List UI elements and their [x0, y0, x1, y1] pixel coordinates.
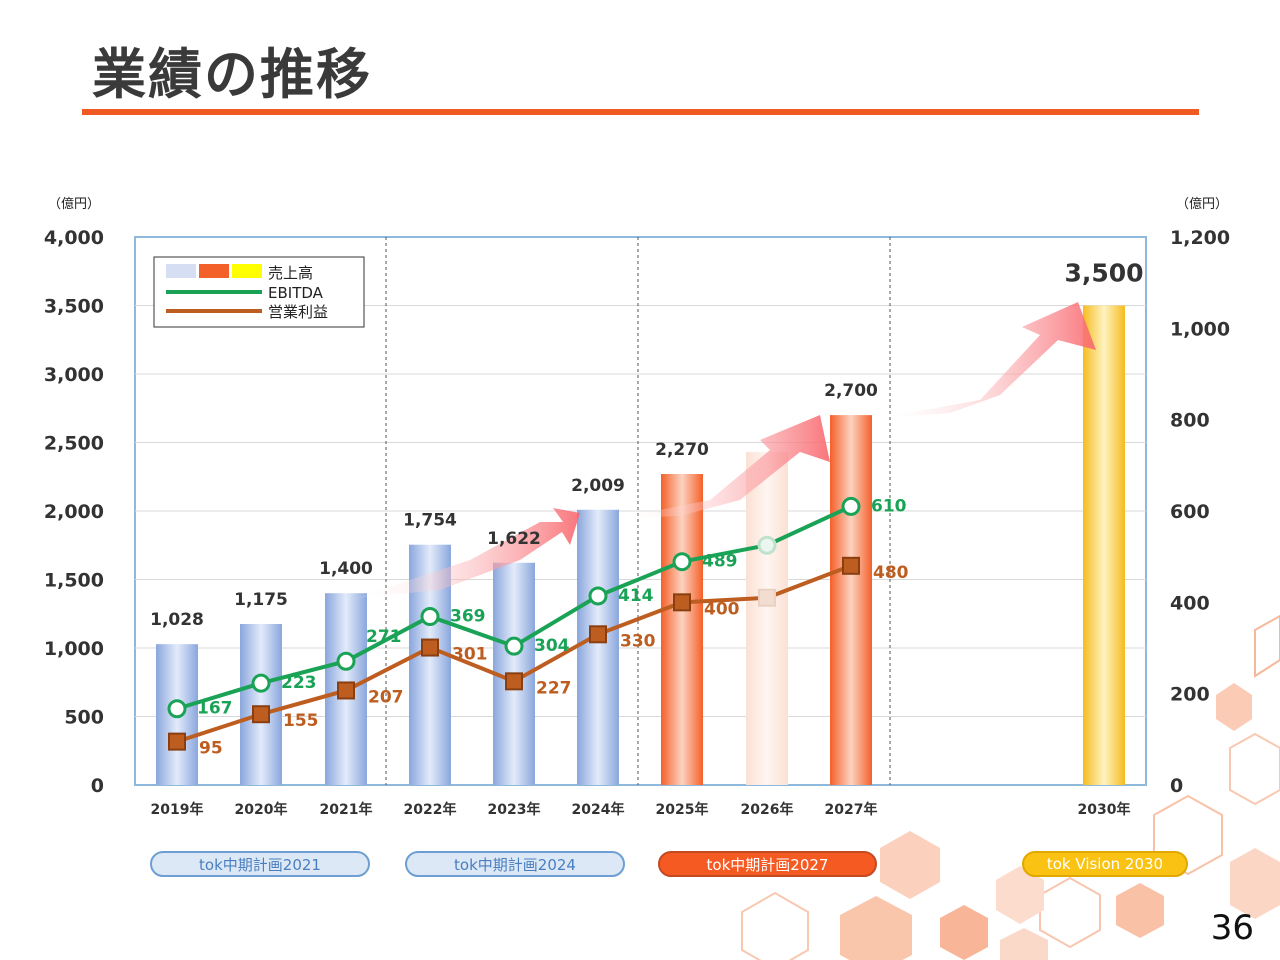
ebitda-value-label: 167	[197, 699, 233, 719]
left-axis-tick-label: 3,000	[44, 364, 104, 386]
operating-income-value-label: 330	[620, 631, 656, 651]
sales-bar	[746, 452, 788, 785]
legend-operating-income-label: 営業利益	[268, 303, 328, 321]
operating-income-marker	[505, 672, 523, 691]
ebitda-marker	[757, 535, 777, 555]
x-axis-category-label: 2021年	[320, 801, 373, 818]
plan-pill-2027: tok中期計画2027	[658, 851, 877, 877]
operating-income-marker	[337, 681, 355, 700]
plan-pill-vision-2030: tok Vision 2030	[1022, 851, 1188, 877]
page-title: 業績の推移	[92, 43, 372, 106]
x-axis-category-label: 2023年	[488, 801, 541, 818]
operating-income-value-label: 301	[452, 645, 488, 665]
growth-arrow	[880, 302, 1096, 418]
x-axis-category-label: 2027年	[825, 801, 878, 818]
legend-swatch-plan	[199, 264, 229, 278]
sales-bar	[577, 509, 619, 785]
legend-swatch-vision	[232, 264, 262, 278]
operating-income-marker	[758, 588, 776, 607]
operating-income-marker	[421, 638, 439, 657]
growth-arrow	[356, 508, 580, 598]
chart-legend: 売上高 EBITDA 営業利益	[153, 256, 365, 328]
operating-income-value-label: 227	[536, 678, 572, 698]
sales-bar-value-label: 1,175	[234, 590, 288, 610]
sales-bar-value-label: 2,700	[824, 381, 878, 401]
sales-bar	[661, 474, 703, 785]
left-axis-tick-label: 1,500	[44, 570, 104, 592]
sales-bar-value-label: 2,009	[571, 476, 625, 496]
x-axis-category-label: 2030年	[1078, 801, 1131, 818]
right-axis-unit: （億円）	[1176, 197, 1229, 212]
x-axis-category-label: 2025年	[656, 801, 709, 818]
right-axis-tick-label: 800	[1170, 410, 1210, 432]
ebitda-marker	[841, 496, 861, 516]
legend-ebitda-label: EBITDA	[268, 284, 324, 302]
x-axis-category-label: 2019年	[151, 801, 204, 818]
operating-income-value-label: 207	[368, 687, 404, 707]
operating-income-marker	[673, 593, 691, 612]
right-axis-tick-label: 200	[1170, 684, 1210, 706]
ebitda-value-label: 489	[702, 552, 738, 572]
operating-income-value-label: 155	[283, 711, 319, 731]
growth-arrow	[620, 415, 830, 518]
operating-income-marker	[842, 556, 860, 575]
operating-income-value-label: 95	[199, 739, 223, 759]
sales-bar-value-label: 1,028	[150, 610, 204, 630]
sales-bar	[830, 415, 872, 785]
ebitda-value-label: 610	[871, 496, 907, 516]
sales-bar-value-label: 2,270	[655, 440, 709, 460]
left-axis-unit: （億円）	[48, 197, 101, 212]
sales-bar-value-label: 1,754	[403, 511, 457, 531]
hexagon-decoration	[741, 614, 1280, 960]
sales-bar	[240, 624, 282, 785]
right-axis-tick-label: 400	[1170, 592, 1210, 614]
ebitda-marker	[167, 699, 187, 719]
operating-income-marker	[168, 732, 186, 751]
operating-income-marker	[252, 705, 270, 724]
right-axis-tick-label: 0	[1170, 775, 1183, 797]
ebitda-value-label: 304	[534, 636, 570, 656]
left-axis-tick-label: 4,000	[44, 227, 104, 249]
legend-sales-label: 売上高	[268, 264, 313, 282]
ebitda-value-label: 369	[450, 606, 486, 626]
plan-pill-2024: tok中期計画2024	[405, 851, 625, 877]
left-axis-tick-label: 0	[91, 775, 104, 797]
x-axis-category-label: 2024年	[572, 801, 625, 818]
ebitda-value-label: 271	[366, 627, 402, 647]
ebitda-marker	[672, 552, 692, 572]
right-axis-tick-label: 1,000	[1170, 318, 1230, 340]
left-axis-tick-label: 1,000	[44, 638, 104, 660]
sales-bar-value-label: 1,400	[319, 559, 373, 579]
left-axis-tick-label: 2,500	[44, 433, 104, 455]
left-axis-tick-label: 3,500	[44, 296, 104, 318]
x-axis-category-label: 2022年	[404, 801, 457, 818]
operating-income-value-label: 400	[704, 599, 740, 619]
ebitda-marker	[504, 636, 524, 656]
plan-pill-2021: tok中期計画2021	[150, 851, 370, 877]
ebitda-marker	[336, 651, 356, 671]
ebitda-marker	[588, 586, 608, 606]
ebitda-value-label: 414	[618, 586, 654, 606]
sales-bar-value-label: 3,500	[1064, 259, 1143, 288]
left-axis-tick-label: 2,000	[44, 501, 104, 523]
x-axis-category-label: 2026年	[741, 801, 794, 818]
left-axis-tick-label: 500	[64, 707, 104, 729]
right-axis-tick-label: 1,200	[1170, 227, 1230, 249]
page-number: 36	[1210, 908, 1254, 948]
sales-bar	[1083, 305, 1125, 785]
operating-income-marker	[589, 625, 607, 644]
title-rule	[82, 109, 1199, 115]
ebitda-value-label: 223	[281, 673, 317, 693]
ebitda-marker	[251, 673, 271, 693]
operating-income-value-label: 480	[873, 563, 909, 583]
right-axis-tick-label: 600	[1170, 501, 1210, 523]
x-axis-category-label: 2020年	[235, 801, 288, 818]
sales-bar-value-label: 1,622	[487, 529, 541, 549]
ebitda-marker	[420, 606, 440, 626]
legend-swatch-actual	[166, 264, 196, 278]
